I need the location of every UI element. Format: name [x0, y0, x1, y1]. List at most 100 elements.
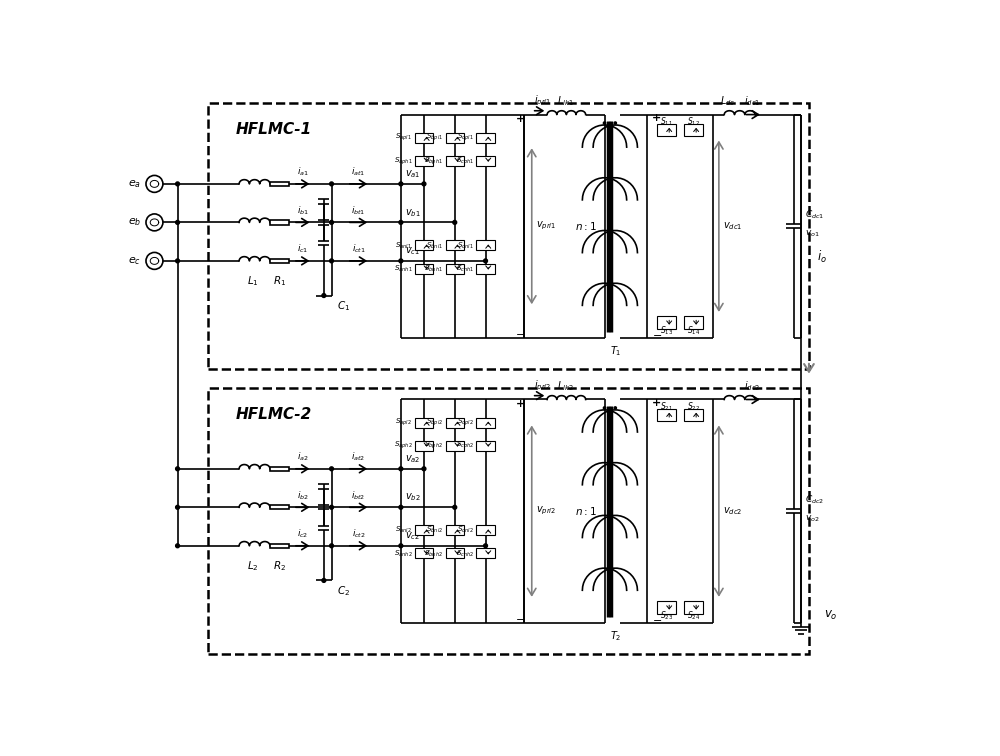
Circle shape — [453, 221, 457, 225]
Bar — [476, 156, 495, 166]
Text: $v_{c2}$: $v_{c2}$ — [405, 530, 420, 542]
Text: $S_{aph1}$: $S_{aph1}$ — [394, 155, 412, 166]
Circle shape — [399, 505, 403, 510]
Text: $T_2$: $T_2$ — [610, 629, 622, 643]
Text: $S_{23}$: $S_{23}$ — [660, 609, 673, 622]
Text: $i_{c1}$: $i_{c1}$ — [297, 243, 309, 256]
Text: +: + — [516, 399, 525, 409]
Text: $S_{cpl2}$: $S_{cpl2}$ — [457, 417, 474, 429]
Text: $v_{dc1}$: $v_{dc1}$ — [723, 220, 742, 232]
Bar — [657, 409, 676, 421]
Text: $S_{bpl1}$: $S_{bpl1}$ — [426, 132, 443, 144]
Bar — [208, 388, 809, 654]
Text: $S_{22}$: $S_{22}$ — [687, 400, 700, 413]
Text: $v_{o2}$: $v_{o2}$ — [805, 513, 820, 524]
Text: $-$: $-$ — [515, 328, 525, 338]
Text: $i_{dc1}$: $i_{dc1}$ — [744, 94, 760, 107]
Text: $v_{o1}$: $v_{o1}$ — [805, 228, 820, 239]
Text: $S_{apl1}$: $S_{apl1}$ — [395, 132, 412, 144]
Text: $i_{b1}$: $i_{b1}$ — [297, 205, 309, 217]
Bar — [415, 417, 433, 428]
Text: $S_{bph2}$: $S_{bph2}$ — [424, 440, 443, 451]
Text: $S_{cnh1}$: $S_{cnh1}$ — [456, 264, 474, 274]
Text: $C_{dc1}$: $C_{dc1}$ — [805, 209, 824, 221]
Text: $S_{bnl1}$: $S_{bnl1}$ — [426, 240, 443, 250]
Text: $R_2$: $R_2$ — [273, 559, 286, 573]
Bar — [657, 601, 676, 614]
Circle shape — [322, 578, 326, 582]
Circle shape — [603, 122, 606, 124]
Bar — [446, 417, 464, 428]
Bar — [415, 441, 433, 451]
Text: $v_{a2}$: $v_{a2}$ — [405, 453, 420, 465]
Text: $v_{dc2}$: $v_{dc2}$ — [723, 505, 742, 517]
Text: $C_2$: $C_2$ — [337, 584, 350, 598]
Bar — [415, 240, 433, 250]
Text: $v_{pri2}$: $v_{pri2}$ — [536, 505, 556, 517]
Text: $S_{apl2}$: $S_{apl2}$ — [395, 417, 412, 429]
Text: $v_{c1}$: $v_{c1}$ — [405, 245, 420, 257]
Circle shape — [399, 467, 403, 471]
Bar — [476, 240, 495, 250]
Bar — [270, 544, 289, 548]
Circle shape — [399, 259, 403, 263]
Circle shape — [176, 505, 179, 510]
Text: $i_{bt2}$: $i_{bt2}$ — [351, 489, 366, 502]
Text: $S_{anh1}$: $S_{anh1}$ — [394, 264, 412, 274]
Circle shape — [330, 505, 333, 510]
Text: $i_{pri2}$: $i_{pri2}$ — [534, 378, 551, 392]
Text: $S_{cnl2}$: $S_{cnl2}$ — [457, 525, 474, 535]
Text: $S_{bnl2}$: $S_{bnl2}$ — [426, 525, 443, 535]
Text: $i_{c2}$: $i_{c2}$ — [297, 528, 309, 541]
Circle shape — [399, 221, 403, 225]
Bar — [270, 466, 289, 471]
Text: $i_{at2}$: $i_{at2}$ — [351, 451, 366, 463]
Circle shape — [176, 467, 179, 471]
Text: $R_1$: $R_1$ — [273, 274, 286, 288]
Circle shape — [422, 467, 426, 471]
Bar — [415, 525, 433, 535]
Text: $i_{b2}$: $i_{b2}$ — [297, 489, 309, 502]
Circle shape — [176, 221, 179, 225]
Circle shape — [176, 544, 179, 547]
Text: $i_{pri1}$: $i_{pri1}$ — [534, 93, 551, 107]
Text: $S_{21}$: $S_{21}$ — [660, 400, 673, 413]
Text: $i_{a2}$: $i_{a2}$ — [297, 451, 309, 463]
Text: $S_{bph1}$: $S_{bph1}$ — [424, 155, 443, 166]
Text: $S_{bnh1}$: $S_{bnh1}$ — [424, 264, 443, 274]
Text: $i_{ct2}$: $i_{ct2}$ — [352, 528, 365, 541]
Bar — [476, 417, 495, 428]
Bar — [446, 133, 464, 143]
Text: $L_{lk2}$: $L_{lk2}$ — [557, 379, 574, 392]
Circle shape — [330, 259, 333, 263]
Bar — [270, 181, 289, 186]
Circle shape — [484, 259, 487, 263]
Circle shape — [176, 259, 179, 263]
Text: $S_{cph1}$: $S_{cph1}$ — [456, 155, 474, 166]
Text: $S_{cnl1}$: $S_{cnl1}$ — [457, 240, 474, 250]
Circle shape — [330, 182, 333, 186]
Bar — [657, 316, 676, 329]
Text: $S_{cpl1}$: $S_{cpl1}$ — [457, 132, 474, 144]
Text: $n:1$: $n:1$ — [575, 220, 597, 232]
Text: $e_c$: $e_c$ — [128, 255, 141, 267]
Circle shape — [453, 505, 457, 510]
Text: $S_{anl2}$: $S_{anl2}$ — [395, 525, 412, 535]
Circle shape — [603, 407, 606, 409]
Circle shape — [322, 293, 326, 297]
Text: $-$: $-$ — [652, 329, 662, 339]
Text: $S_{14}$: $S_{14}$ — [687, 325, 700, 337]
Text: $S_{aph2}$: $S_{aph2}$ — [394, 440, 412, 451]
Text: $v_{a1}$: $v_{a1}$ — [405, 169, 420, 180]
Text: $C_{dc2}$: $C_{dc2}$ — [805, 494, 824, 506]
Text: HFLMC-1: HFLMC-1 — [235, 122, 312, 138]
Text: $L_{dc}$: $L_{dc}$ — [720, 94, 736, 107]
Bar — [446, 156, 464, 166]
Text: $-$: $-$ — [652, 614, 662, 624]
Text: $T_1$: $T_1$ — [610, 344, 622, 358]
Bar — [446, 240, 464, 250]
Bar — [684, 124, 703, 136]
Circle shape — [614, 407, 616, 409]
Bar — [270, 220, 289, 225]
Text: HFLMC-2: HFLMC-2 — [235, 407, 312, 423]
